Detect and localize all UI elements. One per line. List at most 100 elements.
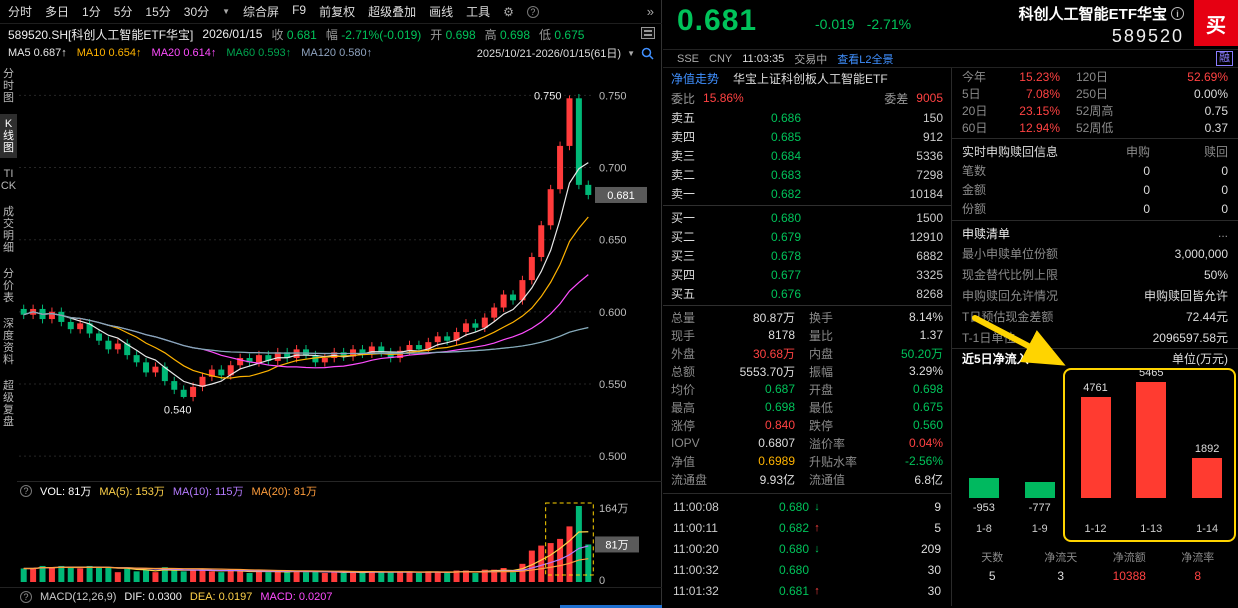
weicha-label: 委差 bbox=[884, 91, 909, 106]
netflow-footer: 天数 5 净流天 3 净流额 10388 净流率 8 bbox=[952, 549, 1238, 583]
price-change: -0.019 -2.71% bbox=[815, 16, 911, 32]
down-arrow-icon: ↓ bbox=[814, 542, 820, 555]
toolbar-tool-4[interactable]: 画线 bbox=[429, 5, 454, 19]
period-returns: 今年 15.23% 120日 52.69% 5日 7.08% 250日 0.00% 20日 23.… bbox=[952, 68, 1238, 136]
quote-header: 0.681 -0.019 -2.71% 科创人工智能ETF华宝 i 589520… bbox=[663, 0, 1238, 50]
bid-row-5[interactable]: 买五 0.676 8268 bbox=[671, 286, 943, 302]
toolbar-tool-1[interactable]: F9 bbox=[292, 3, 307, 17]
sidebar-tab-1[interactable]: K线图 bbox=[0, 114, 17, 158]
tick-row-3: 11:00:32 0.680 30 bbox=[673, 562, 941, 577]
gear-icon[interactable]: ⚙ bbox=[503, 4, 514, 19]
ask-row-3[interactable]: 卖三 0.684 5336 bbox=[671, 148, 943, 164]
volume-chart[interactable]: 164万 81万 0 bbox=[17, 498, 662, 587]
svg-text:0.600: 0.600 bbox=[599, 307, 627, 319]
sidebar-tab-6[interactable]: 超级复盘 bbox=[3, 380, 14, 428]
svg-text:0: 0 bbox=[599, 575, 605, 586]
netflow-header: 近5日净流入 单位(万元) bbox=[952, 348, 1238, 368]
more-chevrons-icon[interactable]: » bbox=[646, 4, 654, 19]
redemption-title: 申赎清单 bbox=[962, 226, 1011, 241]
subscription-row-0: 笔数 0 0 bbox=[962, 163, 1228, 179]
sidebar-tab-3[interactable]: 成交明细 bbox=[3, 206, 14, 254]
date-range[interactable]: 2025/10/21-2026/01/15(61日) bbox=[476, 48, 622, 60]
netflow-value-1: -777 bbox=[1028, 502, 1051, 514]
buy-button[interactable]: 买 bbox=[1194, 0, 1238, 46]
vol-ma5-value: 153万 bbox=[135, 485, 165, 498]
redemption-more[interactable]: ... bbox=[1217, 226, 1228, 240]
quote-time: 11:03:35 bbox=[742, 52, 785, 65]
sidebar-tab-2[interactable]: TICK bbox=[0, 168, 17, 192]
sidebar-tab-4[interactable]: 分价表 bbox=[3, 268, 14, 304]
exchange-label: SSE bbox=[677, 52, 700, 65]
change-abs: -0.019 bbox=[815, 16, 855, 32]
macd-title: MACD(12,26,9) bbox=[40, 591, 117, 603]
orderbook-column: 净值走势 华宝上证科创板人工智能ETF 委比 15.86% 委差 9005 卖五… bbox=[663, 68, 952, 606]
netflow-value-0: -953 bbox=[972, 502, 995, 514]
netflow-category-3: 1-13 bbox=[1140, 523, 1163, 535]
netflow-footer-0: 天数 5 bbox=[981, 552, 1004, 583]
dea-value: 0.0197 bbox=[218, 591, 253, 603]
margin-badge[interactable]: 融 bbox=[1216, 51, 1233, 66]
toolbar-tool-3[interactable]: 超级叠加 bbox=[368, 5, 417, 19]
instrument-info-bar: 589520.SH[科创人工智能ETF华宝] 2026/01/15 收 0.68… bbox=[0, 24, 662, 44]
toolbar-period-2[interactable]: 1分 bbox=[82, 5, 101, 19]
up-arrow-icon: ↑ bbox=[814, 584, 820, 597]
netflow-title: 近5日净流入 bbox=[962, 352, 1029, 366]
toolbar-period-3[interactable]: 5分 bbox=[113, 5, 133, 19]
nav-chart-link[interactable]: 净值走势 bbox=[671, 71, 720, 86]
svg-text:0.500: 0.500 bbox=[599, 451, 627, 463]
weibi-value: 15.86% bbox=[703, 91, 744, 105]
bid-row-4[interactable]: 买四 0.677 3325 bbox=[671, 267, 943, 283]
volume-help-icon[interactable]: ? bbox=[20, 484, 32, 497]
redemption-row-3: T日预估现金差额 72.44元 bbox=[962, 310, 1228, 324]
toolbar-period-5[interactable]: 30分 bbox=[183, 5, 210, 19]
ma-item-MA10: MA10 0.654↑ bbox=[76, 47, 142, 59]
chg-value: -2.71%(-0.019) bbox=[341, 27, 422, 42]
sidebar-tab-5[interactable]: 深度资料 bbox=[3, 318, 14, 366]
info-icon[interactable]: i bbox=[1171, 7, 1184, 20]
toolbar-period-1[interactable]: 多日 bbox=[45, 5, 70, 19]
period-dropdown-icon[interactable]: ▼ bbox=[222, 7, 231, 16]
dif-value: 0.0300 bbox=[148, 591, 182, 603]
candlestick-chart[interactable]: 0.750 0.700 0.650 0.600 0.550 0.500 0.750 0.540… bbox=[17, 62, 662, 482]
ma-legend-bar: MA5 0.687↑ MA10 0.654↑ MA20 0.614↑ MA60 0.5… bbox=[0, 44, 662, 62]
netflow-category-4: 1-14 bbox=[1196, 523, 1219, 535]
macd-help-icon[interactable]: ? bbox=[20, 591, 32, 603]
toolbar-tool-5[interactable]: 工具 bbox=[466, 5, 491, 19]
quote-body: 净值走势 华宝上证科创板人工智能ETF 委比 15.86% 委差 9005 卖五… bbox=[663, 68, 1238, 606]
stat-row-6: 涨停 0.840 跌停 0.560 bbox=[671, 418, 943, 433]
sidebar-tab-0[interactable]: 分时图 bbox=[3, 68, 14, 104]
close-value: 0.681 bbox=[286, 27, 317, 42]
range-dropdown-icon[interactable]: ▼ bbox=[627, 48, 635, 58]
toolbar-tool-2[interactable]: 前复权 bbox=[319, 5, 356, 19]
stat-row-7: IOPV 0.6807 溢价率 0.04% bbox=[671, 436, 943, 451]
toolbar-period-0[interactable]: 分时 bbox=[8, 5, 33, 19]
bid-row-3[interactable]: 买三 0.678 6882 bbox=[671, 248, 943, 264]
period-row-1: 5日 7.08% 250日 0.00% bbox=[962, 86, 1228, 102]
quote-panel: 0.681 -0.019 -2.71% 科创人工智能ETF华宝 i 589520… bbox=[663, 0, 1238, 608]
toolbar-tool-0[interactable]: 综合屏 bbox=[243, 5, 280, 19]
instrument-name-block: 科创人工智能ETF华宝 i 589520 bbox=[1019, 3, 1184, 47]
netflow-category-0: 1-8 bbox=[975, 523, 992, 535]
stat-row-2: 外盘 30.68万 内盘 50.20万 bbox=[671, 346, 943, 361]
ask-row-5[interactable]: 卖五 0.686 150 bbox=[671, 110, 943, 126]
subscription-row-1: 金额 0 0 bbox=[962, 182, 1228, 198]
help-icon[interactable]: ? bbox=[526, 5, 539, 18]
bid-row-2[interactable]: 买二 0.679 12910 bbox=[671, 229, 943, 245]
ask-row-1[interactable]: 卖一 0.682 10184 bbox=[671, 186, 943, 202]
subscription-rows: 笔数 0 0 金额 0 0 份额 0 0 bbox=[952, 161, 1238, 218]
toolbar-period-4[interactable]: 15分 bbox=[145, 5, 171, 19]
vol-ma20-label: MA(20): bbox=[251, 485, 291, 498]
ask-row-4[interactable]: 卖四 0.685 912 bbox=[671, 129, 943, 145]
scrollbar-thumb[interactable] bbox=[560, 605, 662, 608]
bid-row-1[interactable]: 买一 0.680 1500 bbox=[671, 210, 943, 226]
vol-value: 81万 bbox=[68, 485, 92, 498]
stat-row-5: 最高 0.698 最低 0.675 bbox=[671, 400, 943, 415]
svg-text:81万: 81万 bbox=[605, 539, 628, 551]
magnifier-icon[interactable] bbox=[641, 47, 654, 60]
ask-row-2[interactable]: 卖二 0.683 7298 bbox=[671, 167, 943, 183]
netflow-value-2: 4761 bbox=[1083, 381, 1108, 394]
open-value: 0.698 bbox=[445, 27, 476, 42]
subscribe-col-label: 申购 bbox=[1125, 144, 1150, 159]
l2-link[interactable]: 查看L2全景 bbox=[837, 53, 894, 66]
expand-icon[interactable] bbox=[641, 27, 655, 39]
